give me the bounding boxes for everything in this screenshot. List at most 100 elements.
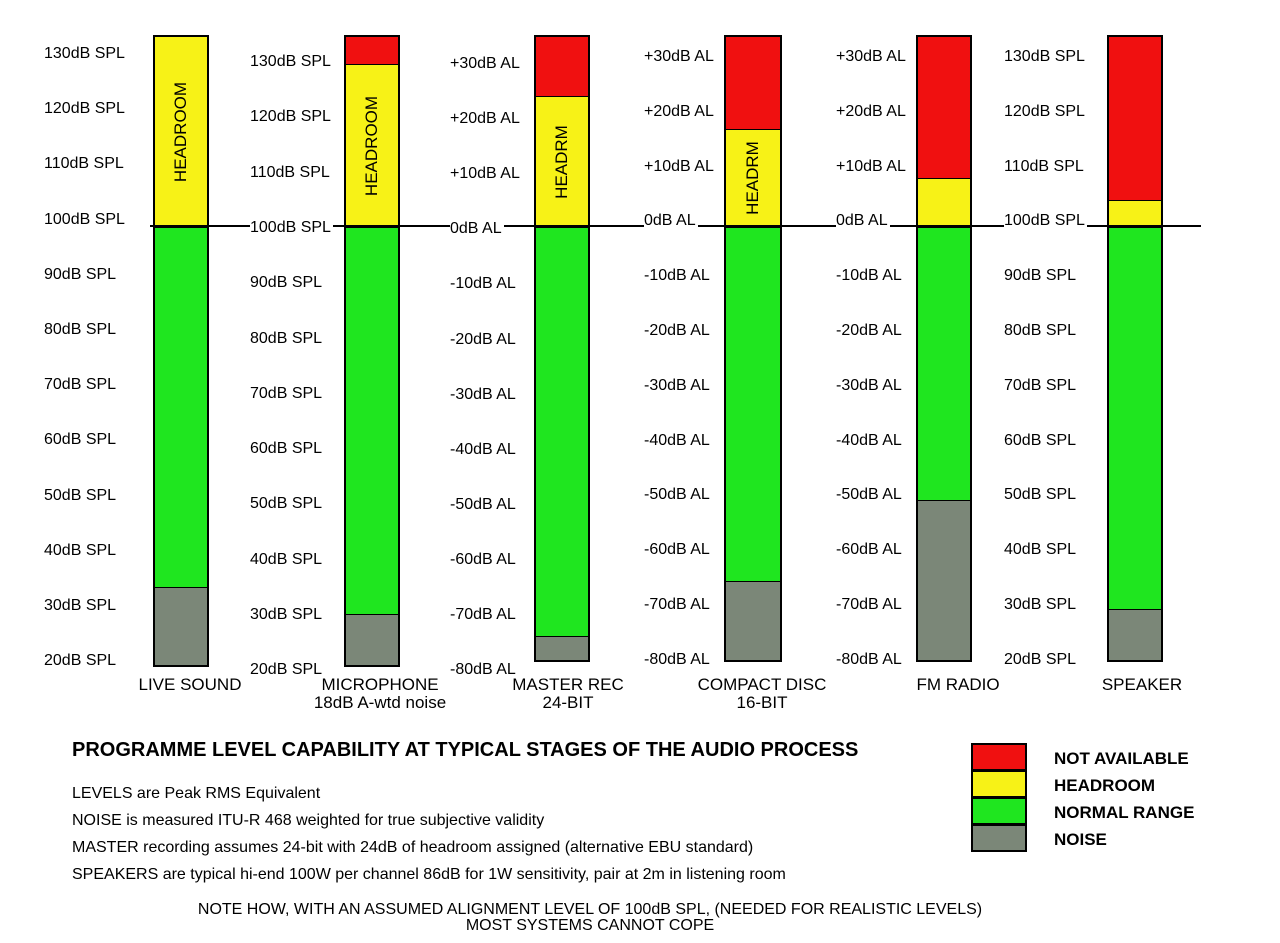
segment-noise — [918, 500, 970, 661]
axis-tick-label: 110dB SPL — [44, 155, 124, 173]
axis-tick-label: -40dB AL — [836, 431, 902, 449]
segment-headroom: HEADRM — [536, 97, 588, 228]
note-noise: NOISE is measured ITU-R 468 weighted for… — [72, 812, 545, 829]
stage-caption: 18dB A-wtd noise — [313, 693, 447, 712]
axis-tick-label: 50dB SPL — [250, 495, 323, 513]
segment-headroom: HEADROOM — [346, 64, 398, 228]
level-bar-6 — [1107, 35, 1163, 662]
axis-tick-label: 80dB SPL — [1004, 322, 1077, 339]
axis-tick-label: -40dB AL — [450, 440, 516, 458]
axis-tick-label: 60dB SPL — [44, 431, 117, 449]
axis-tick-label: 20dB SPL — [1004, 650, 1077, 668]
axis-tick-label: 0dB AL — [836, 212, 890, 230]
axis-tick-label: -50dB AL — [644, 486, 710, 504]
axis-tick-label: +10dB AL — [644, 157, 714, 175]
axis-tick-label: 110dB SPL — [1004, 157, 1084, 175]
segment-headroom: HEADROOM — [155, 37, 207, 228]
segment-normal-range — [918, 228, 970, 501]
stage-caption: COMPACT DISC — [697, 675, 827, 694]
legend-swatch-normal-range — [971, 797, 1027, 825]
axis-tick-label: 40dB SPL — [1004, 541, 1077, 559]
legend-swatch-noise — [971, 824, 1027, 852]
axis-tick-label: 130dB SPL — [1004, 48, 1085, 65]
axis-tick-label: -80dB AL — [836, 650, 902, 668]
axis-tick-label: 40dB SPL — [44, 541, 117, 559]
axis-tick-label: +20dB AL — [836, 102, 906, 120]
axis-tick-label: 130dB SPL — [44, 45, 125, 62]
segment-normal-range — [726, 228, 780, 583]
axis-tick-label: 30dB SPL — [44, 597, 117, 614]
segment-normal-range — [155, 228, 207, 588]
axis-tick-label: 50dB SPL — [44, 486, 117, 504]
level-bar-4: HEADRM — [724, 35, 782, 662]
segment-not-available — [346, 37, 398, 65]
axis-tick-label: -70dB AL — [450, 606, 516, 623]
axis-tick-label: 70dB SPL — [250, 384, 323, 402]
segment-not-available — [726, 37, 780, 130]
axis-tick-label: -10dB AL — [644, 267, 710, 285]
segment-normal-range — [346, 228, 398, 615]
stage-caption: 24-BIT — [542, 693, 594, 712]
axis-tick-label: 130dB SPL — [250, 53, 331, 70]
axis-tick-label: 40dB SPL — [250, 550, 323, 568]
axis-tick-label: 90dB SPL — [250, 274, 323, 292]
axis-tick-label: -40dB AL — [644, 431, 710, 449]
axis-tick-label: 0dB AL — [450, 220, 504, 238]
legend-label-noise: NOISE — [1054, 830, 1107, 849]
segment-normal-range — [1109, 228, 1161, 610]
segment-not-available — [1109, 37, 1161, 201]
legend-label-headroom: HEADROOM — [1054, 776, 1156, 795]
axis-tick-label: 120dB SPL — [44, 100, 125, 118]
axis-tick-label: +10dB AL — [836, 157, 906, 175]
axis-tick-label: 50dB SPL — [1004, 486, 1077, 504]
legend-label-not-available: NOT AVAILABLE — [1054, 749, 1189, 768]
axis-tick-label: -30dB AL — [644, 376, 710, 394]
segment-noise — [155, 587, 207, 666]
note-speakers: SPEAKERS are typical hi-end 100W per cha… — [72, 866, 786, 883]
segment-noise — [346, 614, 398, 666]
stage-caption: SPEAKER — [1101, 675, 1183, 694]
axis-tick-label: +20dB AL — [644, 102, 714, 120]
footer-note-line-1: NOTE HOW, WITH AN ASSUMED ALIGNMENT LEVE… — [197, 901, 983, 918]
axis-tick-label: 0dB AL — [644, 212, 698, 230]
axis-tick-label: -50dB AL — [450, 495, 516, 513]
axis-tick-label: 70dB SPL — [1004, 376, 1077, 394]
axis-tick-label: 90dB SPL — [1004, 267, 1077, 285]
level-bar-5 — [916, 35, 972, 662]
stage-caption: FM RADIO — [916, 675, 1000, 694]
axis-tick-label: 90dB SPL — [44, 265, 117, 283]
segment-label: HEADRM — [743, 141, 762, 216]
segment-headroom — [918, 178, 970, 228]
stage-caption: 16-BIT — [736, 693, 788, 712]
diagram-title: PROGRAMME LEVEL CAPABILITY AT TYPICAL ST… — [72, 739, 859, 761]
axis-tick-label: 80dB SPL — [250, 329, 323, 347]
segment-noise — [536, 636, 588, 661]
axis-tick-label: 30dB SPL — [1004, 596, 1077, 613]
axis-tick-label: -60dB AL — [644, 541, 710, 559]
segment-label: HEADROOM — [171, 82, 190, 183]
axis-tick-label: +20dB AL — [450, 110, 520, 128]
segment-noise — [1109, 609, 1161, 661]
segment-label: HEADRM — [552, 125, 571, 199]
axis-tick-label: 60dB SPL — [1004, 431, 1077, 449]
level-bar-2: HEADROOM — [344, 35, 400, 668]
axis-tick-label: -70dB AL — [836, 596, 902, 613]
segment-label: HEADROOM — [362, 95, 381, 196]
axis-tick-label: +30dB AL — [450, 55, 520, 72]
axis-tick-label: +10dB AL — [450, 165, 520, 183]
axis-tick-label: 100dB SPL — [1004, 212, 1087, 230]
axis-tick-label: 60dB SPL — [250, 440, 323, 458]
segment-not-available — [536, 37, 588, 98]
axis-tick-label: 120dB SPL — [250, 108, 331, 126]
axis-tick-label: 80dB SPL — [44, 321, 117, 338]
axis-tick-label: -20dB AL — [836, 322, 902, 339]
axis-tick-label: -60dB AL — [836, 541, 902, 559]
stage-caption: LIVE SOUND — [138, 675, 242, 694]
axis-tick-label: -80dB AL — [644, 650, 710, 668]
level-bar-3: HEADRM — [534, 35, 590, 662]
segment-noise — [726, 582, 780, 661]
legend-swatch-headroom — [971, 770, 1027, 798]
segment-not-available — [918, 37, 970, 179]
axis-tick-label: -30dB AL — [450, 385, 516, 403]
note-master: MASTER recording assumes 24-bit with 24d… — [72, 839, 754, 856]
